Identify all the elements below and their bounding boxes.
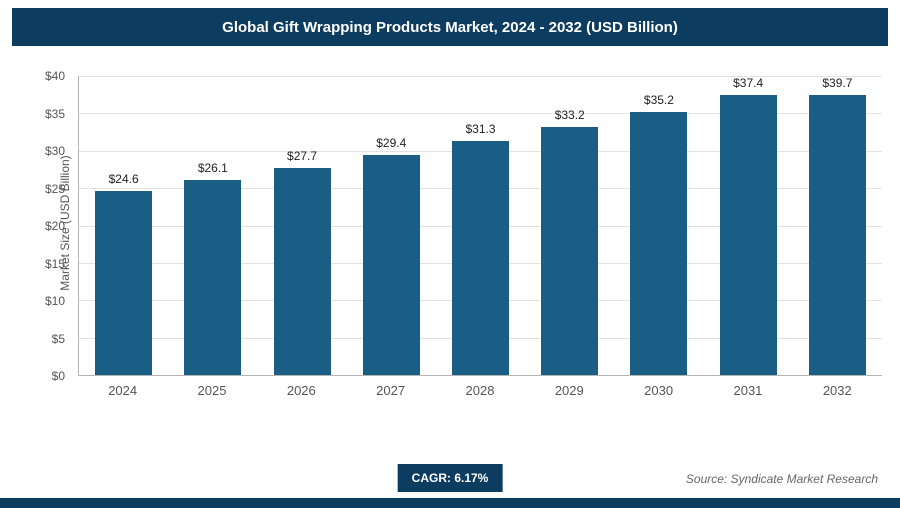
- y-axis-labels: $0 $5 $10 $15 $20 $25 $30 $35 $40: [23, 69, 71, 383]
- y-tick-label: $30: [44, 144, 65, 158]
- gridline: [79, 76, 882, 77]
- gridline: [79, 113, 882, 115]
- bar-column: $33.2: [541, 76, 599, 375]
- bar: [95, 191, 153, 375]
- bar-column: $39.7: [808, 76, 866, 375]
- bar-value-label: $31.3: [465, 122, 496, 137]
- y-tick-label: $5: [51, 331, 65, 346]
- chart-title-bar: Global Gift Wrapping Products Market, 20…: [12, 8, 888, 46]
- bar: [541, 126, 599, 375]
- x-tick-label: 2027: [376, 383, 406, 398]
- bar-column: $26.1: [184, 76, 242, 375]
- y-tick-label: $20: [44, 219, 65, 233]
- bar-column: $29.4: [362, 76, 420, 375]
- bar: [184, 179, 242, 375]
- x-tick-label: 2024: [108, 383, 138, 398]
- bar-column: $27.7: [273, 76, 331, 375]
- bar-value-label: $39.7: [822, 76, 853, 90]
- bars-container: $24.6 $26.1 $27.7 $29.4 $31.3 $33.2 $35.2 $37.4…: [79, 76, 882, 375]
- bar-column: $35.2: [630, 76, 688, 375]
- y-tick-label: $35: [44, 106, 65, 121]
- bar: [719, 95, 777, 375]
- bar-value-label: $33.2: [554, 107, 585, 122]
- bar-value-label: $27.7: [287, 148, 318, 163]
- source-attribution: Source: Syndicate Market Research: [685, 472, 878, 486]
- bar: [451, 141, 509, 375]
- bar-column: $37.4: [719, 76, 777, 375]
- x-tick-label: 2031: [733, 383, 763, 398]
- bar: [630, 111, 688, 375]
- x-tick-label: 2029: [554, 383, 584, 398]
- page-title: Global Gift Wrapping Products Market, 20…: [222, 18, 678, 36]
- bar: [808, 95, 866, 375]
- bar-value-label: $26.1: [197, 160, 228, 175]
- x-tick-label: 2028: [465, 383, 495, 398]
- y-tick-label: $25: [44, 181, 65, 196]
- plot-wrap: $0 $5 $10 $15 $20 $25 $30 $35 $40 $24.6 $26.1 $27.…: [45, 69, 882, 383]
- bar-column: $24.6: [95, 76, 153, 375]
- y-tick-label: $0: [51, 369, 65, 383]
- x-axis-labels: 2024 2025 2026 2027 2028 2029 2030 2031 2032: [78, 383, 882, 398]
- plot-area: $24.6 $26.1 $27.7 $29.4 $31.3 $33.2 $35.2 $37.4…: [78, 76, 882, 376]
- x-tick-label: 2025: [197, 383, 227, 398]
- bar: [273, 167, 331, 375]
- cagr-badge: CAGR: 6.17%: [397, 464, 503, 492]
- bar: [362, 155, 420, 375]
- y-tick-label: $15: [44, 256, 65, 271]
- bar-value-label: $35.2: [643, 92, 674, 107]
- bar-column: $31.3: [451, 76, 509, 375]
- bar-chart: Market Size (USD Billion) $0 $5 $10 $15 $20 $…: [18, 69, 882, 412]
- y-tick-label: $10: [44, 294, 65, 308]
- bar-value-label: $37.4: [733, 76, 764, 91]
- bar-value-label: $29.4: [376, 136, 407, 151]
- x-tick-label: 2026: [286, 383, 316, 398]
- bar-value-label: $24.6: [108, 172, 139, 187]
- y-tick-label: $40: [44, 69, 65, 83]
- x-tick-label: 2032: [822, 383, 852, 398]
- chart-footer: CAGR: 6.17% Source: Syndicate Market Res…: [0, 464, 900, 494]
- x-tick-label: 2030: [644, 383, 674, 398]
